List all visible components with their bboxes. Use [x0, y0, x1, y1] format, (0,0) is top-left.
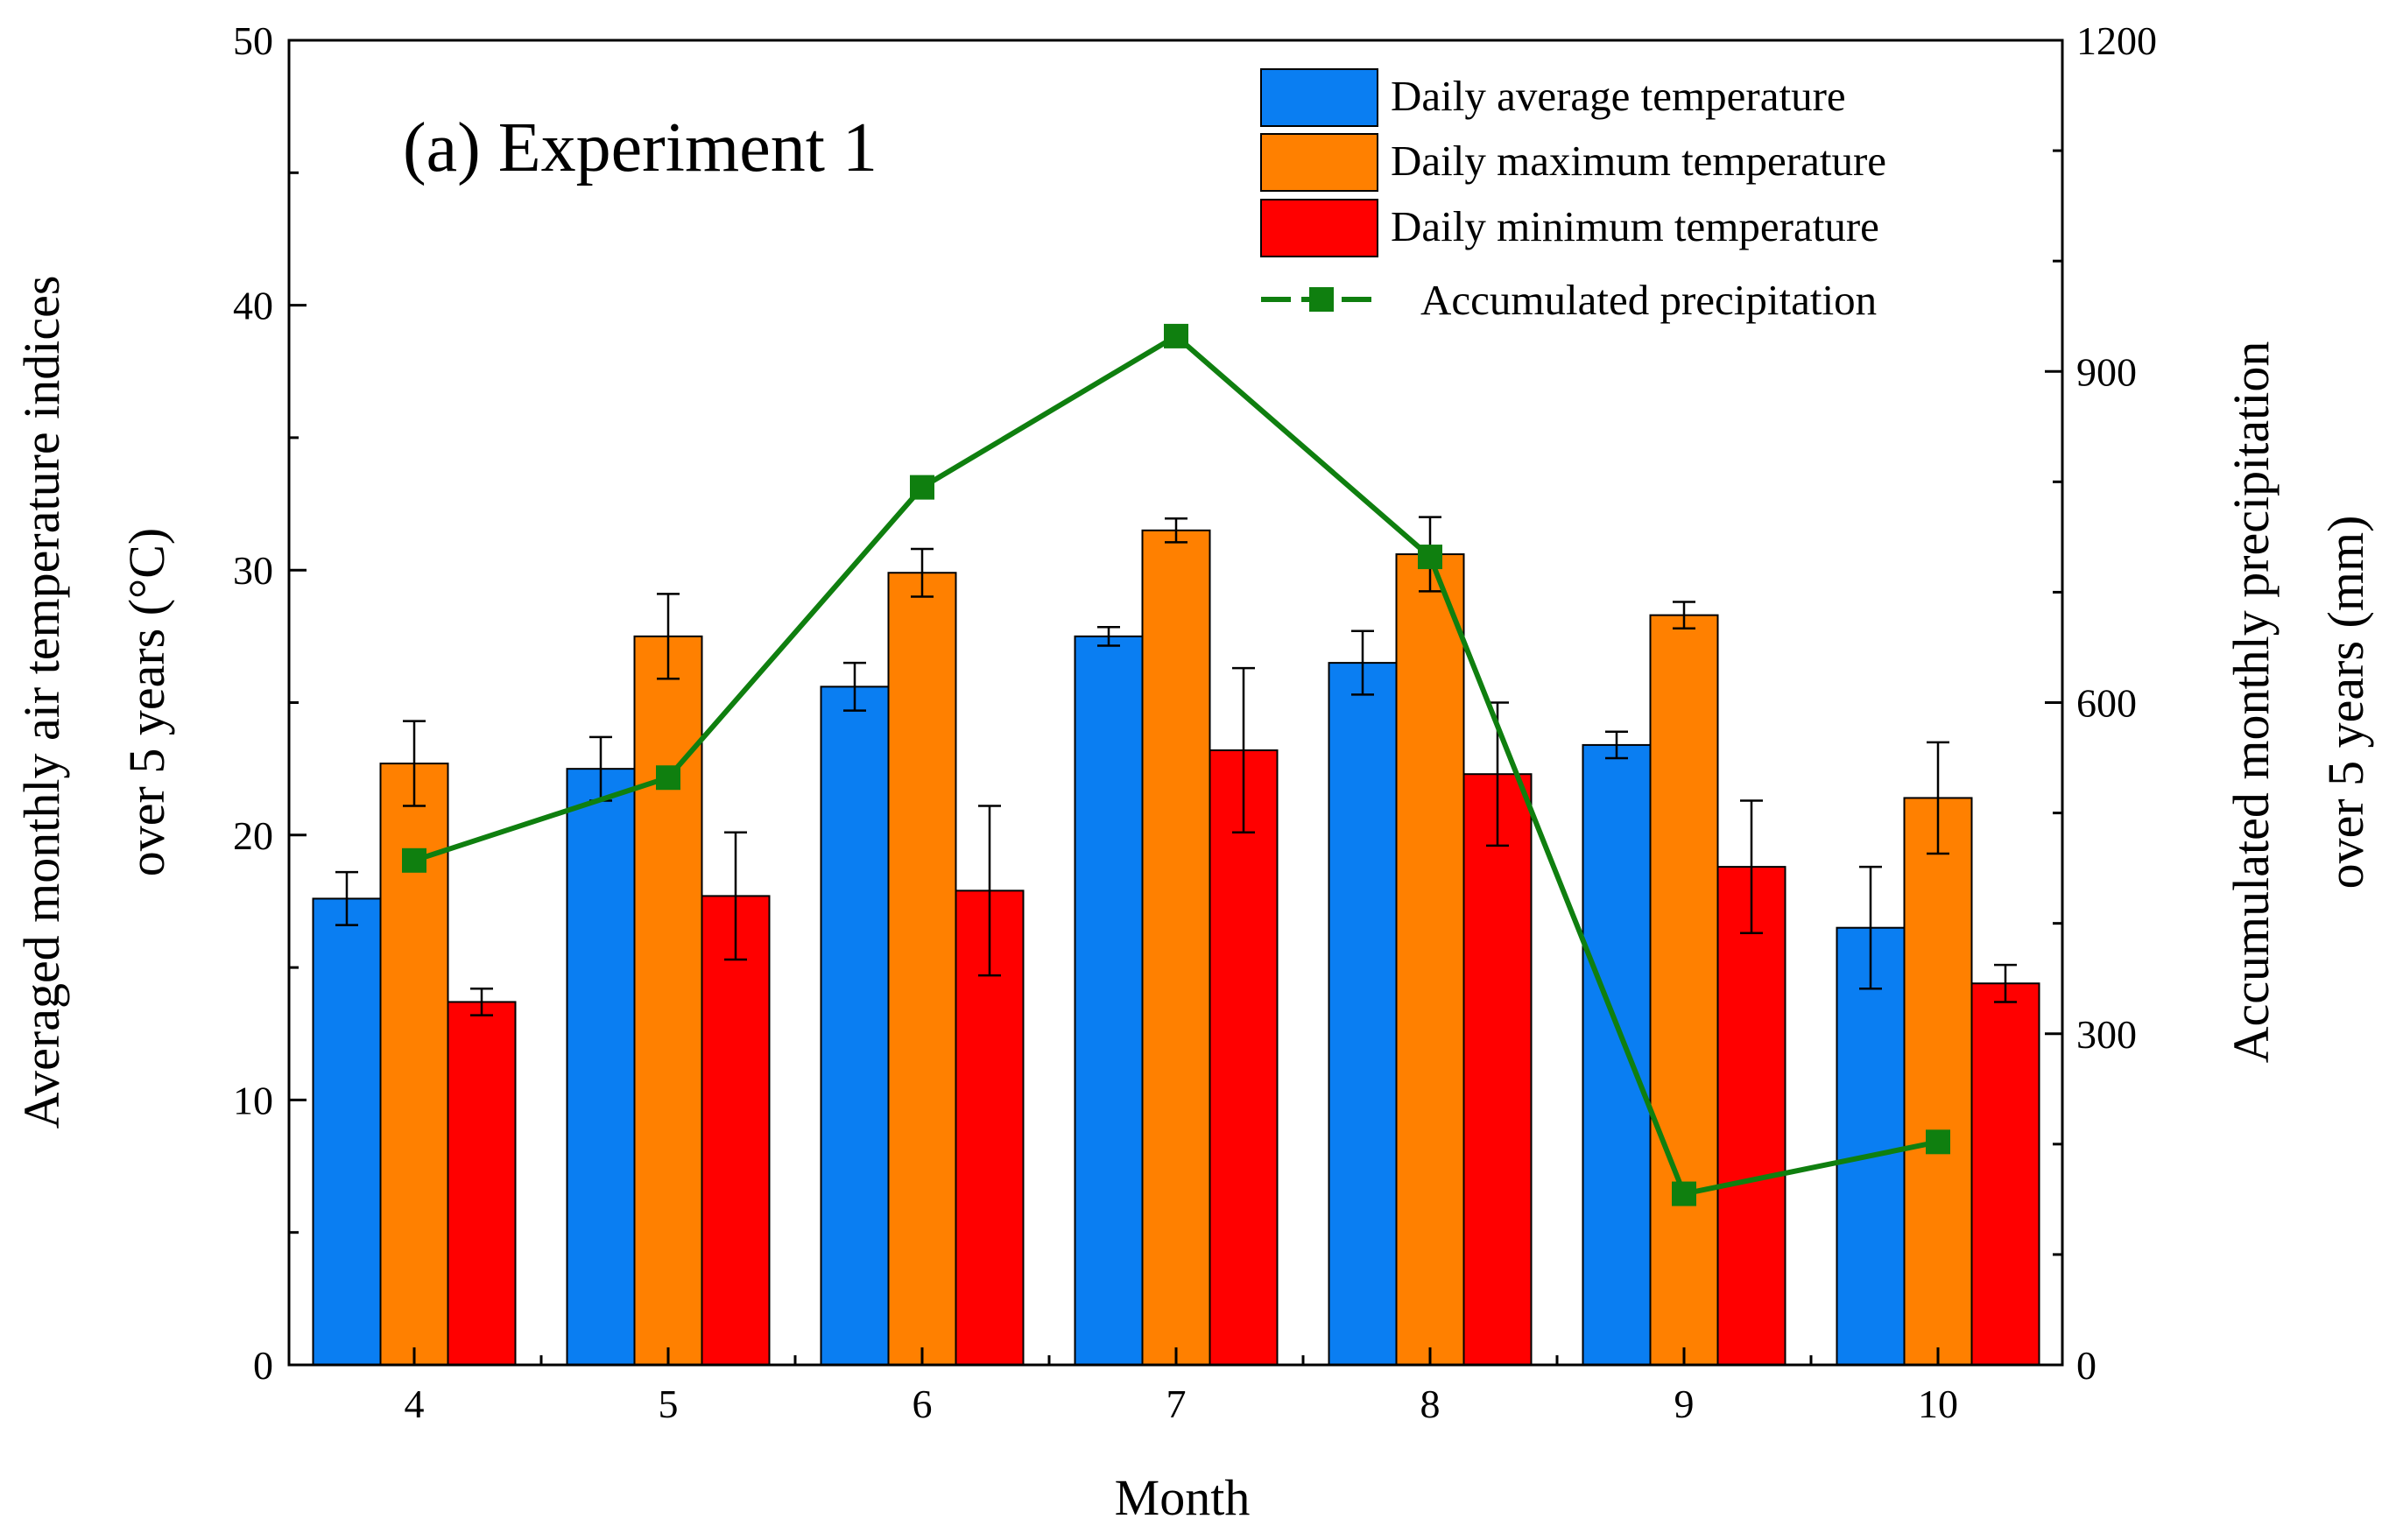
bar-s2-10 [1970, 982, 2040, 1366]
legend-swatch-min [1260, 199, 1378, 257]
y-tick-label-10: 10 [233, 1078, 273, 1122]
precip-point-5 [656, 765, 680, 791]
bar-s0-10 [1836, 926, 1906, 1366]
bars-layer [312, 529, 2040, 1366]
legend-marker-precip [1309, 287, 1334, 312]
y2-axis-title-line-1: Accumulated monthly precipitation [2223, 341, 2280, 1064]
precip-point-10 [1926, 1129, 1950, 1155]
legend: Daily average temperature Daily maximum … [1260, 68, 1886, 324]
y-axis-title-line-2: over 5 years (°C) [118, 528, 175, 876]
chart-title: (a) Experiment 1 [403, 109, 877, 186]
legend-label-max: Daily maximum temperature [1391, 137, 1886, 185]
y-tick-label-40: 40 [233, 284, 273, 328]
bar-s1-6 [887, 572, 957, 1366]
x-tick-label-5: 5 [659, 1382, 679, 1426]
x-tick-label-4: 4 [405, 1382, 425, 1426]
bar-s0-6 [820, 686, 890, 1366]
y2-tick-label-0: 0 [2076, 1343, 2097, 1388]
y-tick-label-20: 20 [233, 813, 273, 858]
y-tick-label-0: 0 [253, 1343, 273, 1388]
bar-s0-9 [1582, 743, 1652, 1366]
legend-swatch-max [1260, 133, 1378, 192]
x-tick-label-9: 9 [1674, 1382, 1695, 1426]
y-tick-label-30: 30 [233, 548, 273, 593]
precip-point-6 [910, 475, 934, 500]
precipitation-line-layer [402, 323, 1950, 1206]
legend-label-precip: Accumulated precipitation [1420, 276, 1877, 324]
bar-s2-5 [701, 895, 771, 1366]
precip-point-4 [402, 847, 426, 873]
bar-s1-5 [633, 635, 703, 1366]
y-axis-title: Averaged monthly air temperature indices… [13, 276, 175, 1129]
y-axis-title-line-1: Averaged monthly air temperature indices [13, 276, 70, 1129]
bar-s2-9 [1716, 866, 1786, 1366]
bar-s1-7 [1141, 529, 1211, 1366]
bar-s1-10 [1903, 797, 1973, 1366]
y2-axis-title-line-2: over 5 years (mm) [2317, 516, 2374, 890]
legend-label-min: Daily minimum temperature [1391, 202, 1879, 250]
bar-s0-7 [1074, 635, 1144, 1366]
precip-point-7 [1164, 323, 1188, 348]
precip-point-9 [1672, 1181, 1696, 1206]
axes-layer: 0 10 20 30 40 50 0 300 600 900 1200 4 5 6 7 8 9 10 [233, 18, 2157, 1426]
y2-tick-label-300: 300 [2076, 1012, 2137, 1057]
y-tick-label-50: 50 [233, 18, 273, 63]
bar-s1-9 [1649, 614, 1719, 1366]
bar-s2-8 [1462, 773, 1533, 1366]
y2-tick-label-900: 900 [2076, 349, 2137, 394]
x-tick-label-6: 6 [913, 1382, 933, 1426]
y2-tick-label-1200: 1200 [2076, 18, 2157, 63]
legend-label-avg: Daily average temperature [1391, 72, 1846, 120]
bar-s0-8 [1328, 662, 1398, 1366]
bar-s2-4 [447, 1001, 517, 1366]
x-tick-label-7: 7 [1166, 1382, 1187, 1426]
y2-tick-label-600: 600 [2076, 681, 2137, 726]
y2-axis-title: Accumulated monthly precipitation over 5… [2223, 341, 2374, 1064]
precip-point-8 [1418, 545, 1442, 570]
x-axis-title: Month [1115, 1469, 1251, 1526]
bar-s2-7 [1209, 749, 1279, 1366]
bar-s0-4 [312, 897, 382, 1366]
legend-swatch-avg [1260, 68, 1378, 127]
x-tick-label-10: 10 [1918, 1382, 1958, 1426]
bar-s0-5 [566, 768, 636, 1366]
x-tick-label-8: 8 [1420, 1382, 1441, 1426]
bar-s1-8 [1395, 553, 1465, 1366]
